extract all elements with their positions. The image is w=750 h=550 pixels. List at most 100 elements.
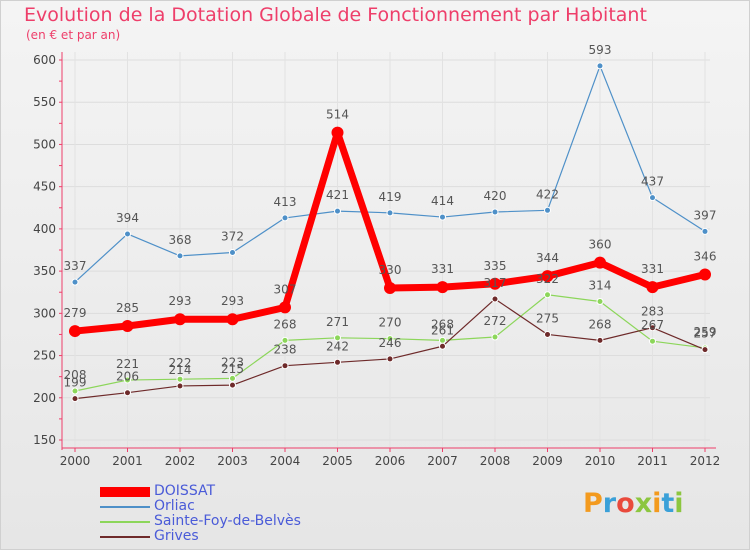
data-point	[541, 270, 554, 283]
data-label: 314	[589, 279, 612, 293]
data-point	[281, 362, 289, 370]
legend-swatch	[100, 521, 150, 523]
data-point	[176, 375, 184, 383]
x-tick-label: 2004	[270, 454, 301, 468]
data-label: 271	[326, 315, 349, 329]
legend-swatch	[100, 487, 150, 497]
data-point	[176, 382, 184, 390]
data-point	[489, 277, 501, 290]
data-label: 283	[641, 305, 664, 319]
data-point	[334, 358, 341, 366]
data-label: 242	[326, 339, 349, 353]
data-point	[174, 313, 186, 326]
data-label: 317	[484, 276, 507, 290]
legend-label: Grives	[154, 528, 199, 544]
data-label: 221	[116, 357, 139, 371]
data-label: 514	[326, 108, 349, 122]
data-point	[229, 381, 236, 389]
chart-title: Evolution de la Dotation Globale de Fonc…	[24, 4, 647, 26]
data-point	[699, 268, 711, 281]
data-point	[649, 324, 656, 332]
data-label: 214	[169, 363, 192, 377]
data-label: 346	[694, 249, 717, 263]
x-tick-label: 2011	[637, 454, 668, 468]
data-label: 279	[64, 306, 87, 320]
data-point	[229, 374, 236, 382]
y-tick-label: 200	[33, 391, 56, 405]
data-point	[281, 336, 289, 344]
data-label: 420	[484, 189, 507, 203]
data-label: 422	[536, 187, 559, 201]
data-label: 414	[431, 194, 454, 208]
data-label: 368	[169, 233, 192, 247]
y-tick-label: 150	[33, 433, 56, 447]
data-label: 437	[641, 175, 664, 189]
data-point	[69, 325, 81, 338]
x-tick-label: 2000	[60, 454, 91, 468]
y-tick-label: 550	[33, 95, 56, 109]
data-point	[544, 330, 551, 338]
data-label: 268	[274, 317, 297, 331]
data-point	[596, 298, 604, 306]
data-label: 419	[379, 190, 402, 204]
data-label: 394	[116, 211, 139, 225]
data-point	[226, 313, 239, 326]
data-label: 259	[694, 325, 717, 339]
data-point	[71, 278, 79, 286]
data-point	[386, 355, 394, 363]
x-tick-label: 2006	[375, 454, 406, 468]
data-point	[384, 282, 396, 294]
y-tick-label: 350	[33, 264, 56, 278]
data-point	[439, 213, 446, 221]
x-tick-label: 2001	[112, 454, 143, 468]
x-tick-label: 2008	[480, 454, 511, 468]
legend-swatch	[100, 506, 150, 508]
data-label: 238	[274, 343, 297, 357]
data-point	[491, 295, 499, 303]
data-point	[439, 336, 446, 344]
data-label: 270	[379, 316, 402, 330]
data-label: 261	[431, 323, 454, 337]
x-tick-label: 2012	[690, 454, 721, 468]
y-tick-label: 300	[33, 306, 56, 320]
data-label: 257	[694, 327, 717, 341]
data-point	[646, 281, 659, 294]
y-tick-label: 400	[33, 222, 56, 236]
data-label: 293	[169, 294, 192, 308]
x-tick-label: 2003	[217, 454, 248, 468]
data-point	[649, 194, 656, 202]
data-label: 593	[589, 43, 612, 57]
data-label: 372	[221, 230, 244, 244]
x-tick-label: 2005	[322, 454, 353, 468]
x-tick-label: 2007	[427, 454, 458, 468]
chart-subtitle: (en € et par an)	[26, 28, 121, 42]
data-point	[436, 281, 449, 294]
data-label: 322	[536, 272, 559, 286]
data-point	[491, 208, 499, 216]
data-point	[124, 230, 131, 238]
data-point	[121, 320, 134, 332]
data-point	[649, 337, 656, 345]
data-label: 307	[274, 282, 297, 296]
data-label: 222	[169, 356, 192, 370]
data-point	[331, 126, 344, 139]
data-label: 337	[64, 259, 87, 273]
y-tick-label: 450	[33, 180, 56, 194]
data-point	[596, 62, 604, 70]
data-label: 331	[641, 262, 664, 276]
data-point	[71, 395, 79, 403]
proxiti-logo: Proxiti	[583, 488, 684, 519]
data-label: 246	[379, 336, 402, 350]
x-tick-label: 2010	[585, 454, 616, 468]
data-point	[701, 227, 709, 235]
data-label: 267	[641, 318, 664, 332]
data-point	[71, 387, 79, 395]
data-point	[124, 376, 131, 384]
data-label: 293	[221, 294, 244, 308]
x-tick-label: 2009	[532, 454, 563, 468]
data-label: 335	[484, 259, 507, 273]
data-point	[594, 256, 606, 269]
data-point	[334, 334, 341, 342]
data-label: 360	[589, 238, 612, 252]
